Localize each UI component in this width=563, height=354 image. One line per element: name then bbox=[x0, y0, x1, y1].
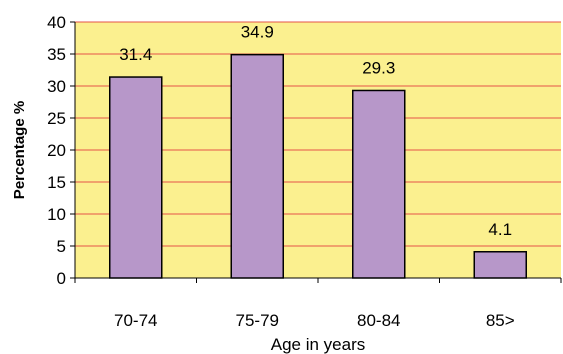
x-tick-label: 80-84 bbox=[357, 311, 400, 330]
data-label: 31.4 bbox=[119, 45, 152, 64]
x-tick-label: 70-74 bbox=[114, 311, 157, 330]
y-tick-label: 5 bbox=[57, 237, 66, 256]
data-labels: 31.4 34.9 29.3 4.1 bbox=[119, 23, 512, 239]
y-tick-label: 30 bbox=[47, 77, 66, 96]
x-tick-label: 75-79 bbox=[236, 311, 279, 330]
x-tick-label: 85> bbox=[486, 311, 515, 330]
y-tick-label: 40 bbox=[47, 13, 66, 32]
bar-85> bbox=[473, 251, 527, 279]
y-tick-label: 35 bbox=[47, 45, 66, 64]
y-axis-ticks: 0 5 10 15 20 25 30 35 40 bbox=[47, 13, 75, 288]
bars bbox=[109, 53, 527, 279]
y-axis-title: Percentage % bbox=[11, 101, 28, 199]
y-tick-label: 20 bbox=[47, 141, 66, 160]
y-tick-label: 15 bbox=[47, 173, 66, 192]
bar-75-79 bbox=[230, 53, 284, 279]
y-tick-label: 25 bbox=[47, 109, 66, 128]
bar-70-74 bbox=[109, 76, 163, 279]
x-axis-title: Age in years bbox=[271, 335, 366, 354]
bar-80-84 bbox=[352, 89, 406, 279]
data-label: 29.3 bbox=[362, 58, 395, 77]
x-axis-ticks: 70-74 75-79 80-84 85> bbox=[74, 278, 562, 330]
data-label: 34.9 bbox=[241, 23, 274, 42]
data-label: 4.1 bbox=[488, 220, 512, 239]
y-tick-label: 0 bbox=[57, 269, 66, 288]
y-tick-label: 10 bbox=[47, 205, 66, 224]
